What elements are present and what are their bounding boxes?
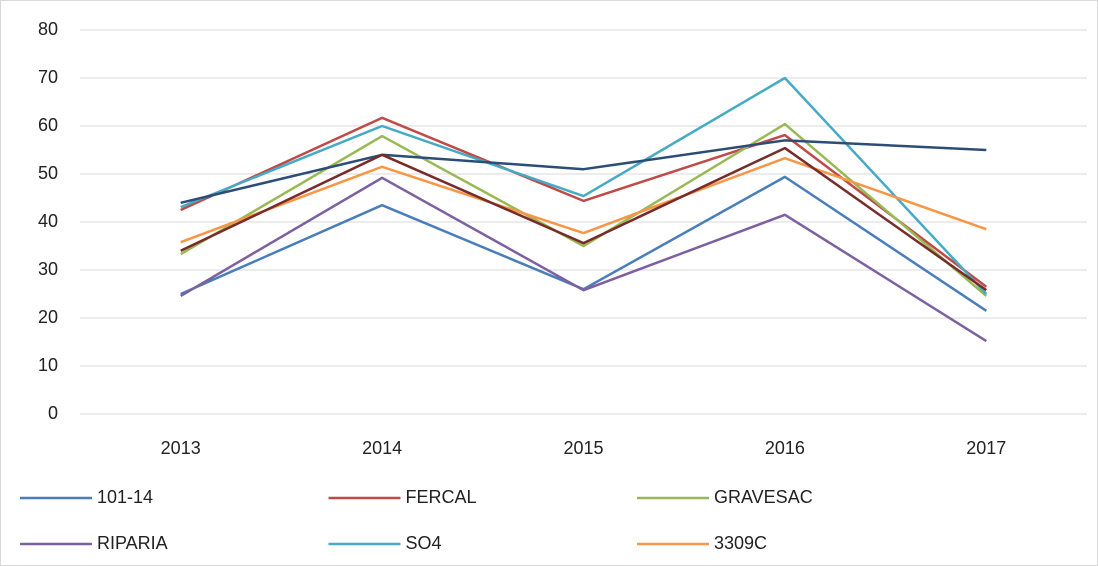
legend-label: 3309C <box>714 533 767 553</box>
x-tick-label: 2016 <box>765 438 805 458</box>
y-tick-label: 50 <box>38 163 58 183</box>
series-line <box>180 116 988 288</box>
y-tick-label: 70 <box>38 67 58 87</box>
series-line <box>180 176 987 343</box>
legend-label: FERCAL <box>406 487 477 507</box>
series-line <box>180 156 987 244</box>
series-line <box>180 146 988 292</box>
legend-label: 101-14 <box>97 487 153 507</box>
y-tick-label: 20 <box>38 307 58 327</box>
legend-label: SO4 <box>406 533 442 553</box>
y-tick-label: 80 <box>38 19 58 39</box>
series-line <box>180 139 987 205</box>
y-tick-label: 30 <box>38 259 58 279</box>
x-tick-label: 2013 <box>161 438 201 458</box>
y-tick-label: 40 <box>38 211 58 231</box>
x-tick-label: 2017 <box>966 438 1006 458</box>
y-tick-label: 60 <box>38 115 58 135</box>
y-tick-label: 0 <box>48 403 58 423</box>
y-tick-label: 10 <box>38 355 58 375</box>
legend-label: GRAVESAC <box>714 487 813 507</box>
x-tick-label: 2014 <box>362 438 402 458</box>
x-tick-label: 2015 <box>563 438 603 458</box>
legend-label: RIPARIA <box>97 533 168 553</box>
series-line <box>180 76 988 295</box>
